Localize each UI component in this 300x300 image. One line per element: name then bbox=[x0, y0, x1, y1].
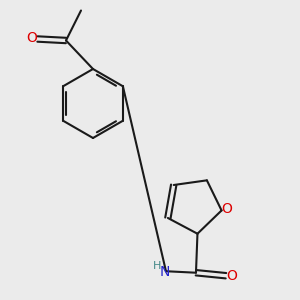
Text: O: O bbox=[226, 269, 237, 283]
Text: O: O bbox=[27, 32, 38, 45]
Text: H: H bbox=[153, 261, 161, 271]
Text: N: N bbox=[159, 266, 170, 279]
Text: O: O bbox=[221, 202, 233, 216]
